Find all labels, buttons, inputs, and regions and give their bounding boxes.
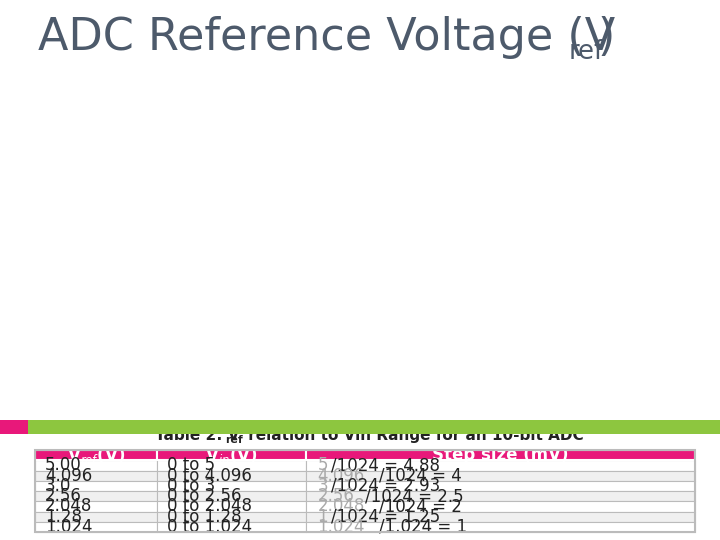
Text: /1024 = 2.93: /1024 = 2.93: [331, 477, 441, 495]
Text: Step size (mV): Step size (mV): [432, 446, 569, 464]
Bar: [35, 470, 157, 481]
Text: 0 to 3: 0 to 3: [167, 477, 215, 495]
Bar: [157, 511, 305, 522]
Bar: [35, 450, 157, 460]
Text: 5: 5: [318, 456, 328, 474]
Text: 0 to 1.024: 0 to 1.024: [167, 518, 252, 536]
Text: /1024 = 4.88: /1024 = 4.88: [331, 456, 440, 474]
Text: /1024 = 2.5: /1024 = 2.5: [365, 487, 464, 505]
Bar: [35, 501, 157, 511]
Text: 0 to 5: 0 to 5: [167, 456, 215, 474]
Bar: [35, 522, 157, 532]
Bar: [35, 511, 157, 522]
Text: Table 2: V: Table 2: V: [155, 428, 240, 443]
Text: 2.56: 2.56: [45, 487, 82, 505]
Text: 0 to 4.096: 0 to 4.096: [167, 467, 252, 484]
Text: ref: ref: [225, 435, 243, 445]
Text: 2.56: 2.56: [318, 487, 354, 505]
Text: ref: ref: [569, 39, 604, 65]
Text: /1024 = 2: /1024 = 2: [379, 497, 462, 515]
Bar: [157, 491, 305, 501]
Text: /1.024 = 1: /1.024 = 1: [379, 518, 467, 536]
Text: relation to Vin Range for an 10-bit ADC: relation to Vin Range for an 10-bit ADC: [243, 428, 584, 443]
Text: /1024 = 4: /1024 = 4: [379, 467, 462, 484]
Text: 0 to 2.56: 0 to 2.56: [167, 487, 242, 505]
Text: 1.024: 1.024: [45, 518, 92, 536]
Text: 0 to 2.048: 0 to 2.048: [167, 497, 252, 515]
Text: 1: 1: [318, 508, 328, 525]
Bar: [157, 460, 305, 470]
Text: 1.28: 1.28: [45, 508, 82, 525]
Text: 3.0: 3.0: [45, 477, 71, 495]
Bar: [35, 450, 695, 532]
Bar: [305, 470, 695, 481]
Text: V$_{in}$(V): V$_{in}$(V): [205, 444, 258, 465]
Bar: [305, 481, 695, 491]
Text: 4.096: 4.096: [45, 467, 92, 484]
Bar: [305, 511, 695, 522]
Bar: [35, 460, 157, 470]
Text: ADC Reference Voltage (V: ADC Reference Voltage (V: [38, 16, 616, 59]
Bar: [35, 491, 157, 501]
Text: 1.024: 1.024: [318, 518, 365, 536]
Bar: [0, 420, 28, 434]
Text: 4.096: 4.096: [318, 467, 365, 484]
Text: /1024 = 1.25: /1024 = 1.25: [331, 508, 441, 525]
Bar: [157, 501, 305, 511]
Bar: [305, 501, 695, 511]
Bar: [305, 450, 695, 460]
Text: 0 to 1.28: 0 to 1.28: [167, 508, 242, 525]
Bar: [35, 481, 157, 491]
Bar: [157, 470, 305, 481]
Text: 2.048: 2.048: [318, 497, 365, 515]
Text: 2.048: 2.048: [45, 497, 92, 515]
Text: V$_{ref}$(V): V$_{ref}$(V): [67, 444, 125, 465]
Bar: [305, 491, 695, 501]
Bar: [157, 522, 305, 532]
Text: 3: 3: [318, 477, 328, 495]
Bar: [305, 522, 695, 532]
Text: ): ): [597, 16, 614, 59]
Bar: [157, 450, 305, 460]
Text: 5.00: 5.00: [45, 456, 82, 474]
Bar: [157, 481, 305, 491]
Bar: [305, 460, 695, 470]
Bar: [28, 420, 720, 434]
